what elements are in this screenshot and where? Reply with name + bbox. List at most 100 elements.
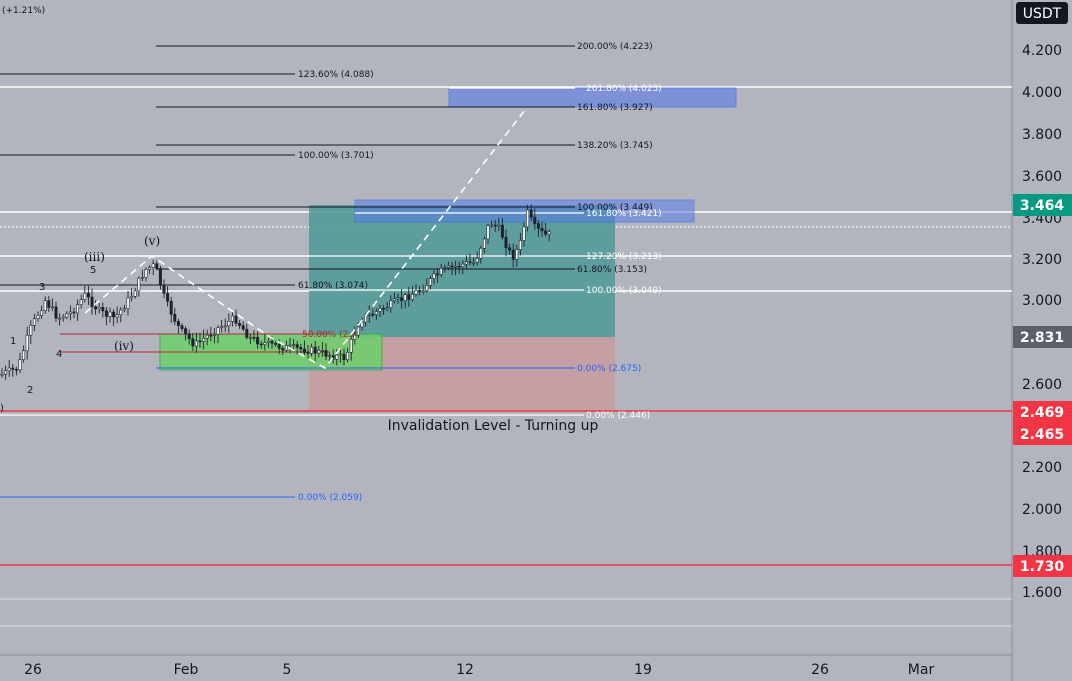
wave-label-v: (v) bbox=[144, 234, 160, 248]
candle bbox=[248, 333, 252, 345]
candle bbox=[511, 243, 515, 268]
fib-level[interactable]: 0.00% (2.059) bbox=[0, 493, 362, 503]
candle bbox=[263, 334, 267, 351]
candle bbox=[205, 329, 209, 346]
fib-label: 61.80% (3.074) bbox=[298, 281, 368, 291]
price-tags: 3.464 2.831 2.469 2.465 1.730 bbox=[1013, 194, 1072, 577]
candle bbox=[284, 340, 288, 353]
fib-level[interactable]: 61.80% (3.153) bbox=[156, 265, 647, 275]
candle bbox=[317, 345, 321, 358]
fib-level[interactable]: 127.20% (3.213) bbox=[309, 252, 662, 262]
candle bbox=[241, 321, 245, 332]
wave-label-iii: (iii) bbox=[84, 250, 105, 264]
candles[interactable] bbox=[0, 204, 551, 380]
candle bbox=[338, 349, 342, 363]
candle bbox=[320, 341, 324, 357]
candle bbox=[536, 219, 540, 238]
candle bbox=[500, 217, 504, 240]
candle bbox=[32, 313, 36, 332]
candle bbox=[198, 332, 202, 348]
candle bbox=[450, 261, 454, 275]
invalidation-annotation: Invalidation Level - Turning up bbox=[388, 418, 599, 434]
candle bbox=[436, 268, 440, 284]
candle bbox=[61, 314, 65, 322]
svg-text:1.730: 1.730 bbox=[1020, 559, 1065, 575]
candle bbox=[266, 337, 270, 348]
candle bbox=[11, 364, 15, 377]
wave-label-3: 3 bbox=[39, 282, 45, 293]
candle bbox=[220, 319, 224, 333]
candle bbox=[4, 365, 8, 380]
candle bbox=[504, 229, 508, 257]
candle bbox=[43, 296, 47, 314]
y-tick-label: 4.000 bbox=[1022, 85, 1062, 101]
candle bbox=[446, 261, 450, 271]
candle bbox=[25, 326, 29, 360]
y-tick-label: 3.000 bbox=[1022, 293, 1062, 309]
candle bbox=[324, 343, 328, 361]
fib-level[interactable]: 123.60% (4.088) bbox=[0, 70, 374, 80]
fib-levels[interactable]: 200.00% (4.223) 123.60% (4.088) 261.80% (4… bbox=[0, 42, 662, 503]
candle bbox=[209, 326, 213, 342]
candle bbox=[479, 245, 483, 264]
candle bbox=[234, 309, 238, 327]
price-tag: 2.469 bbox=[1013, 401, 1072, 423]
fib-level[interactable]: 138.20% (3.745) bbox=[156, 141, 653, 151]
candle bbox=[428, 275, 432, 290]
candle bbox=[169, 296, 173, 323]
x-tick-label: 26 bbox=[24, 662, 42, 678]
candle bbox=[94, 300, 98, 315]
fib-label: 200.00% (4.223) bbox=[577, 42, 653, 52]
svg-text:2.831: 2.831 bbox=[1020, 330, 1064, 346]
candle bbox=[90, 288, 94, 315]
candle bbox=[400, 288, 404, 309]
candle bbox=[349, 334, 353, 361]
candle bbox=[173, 307, 177, 326]
candle bbox=[22, 345, 26, 363]
candle bbox=[126, 290, 130, 316]
wave-paths bbox=[84, 109, 526, 370]
fib-label: 138.20% (3.745) bbox=[577, 141, 653, 151]
candle bbox=[151, 259, 155, 276]
fib-level[interactable]: 161.80% (3.421) bbox=[355, 209, 662, 219]
candle bbox=[371, 308, 375, 317]
candle bbox=[374, 308, 378, 320]
fib-level[interactable]: 100.00% (3.049) bbox=[309, 286, 662, 296]
fib-label: 123.60% (4.088) bbox=[298, 70, 374, 80]
currency-badge[interactable]: USDT bbox=[1016, 2, 1068, 24]
candle bbox=[65, 311, 69, 320]
candle bbox=[68, 305, 72, 321]
candle bbox=[497, 217, 501, 232]
fib-level[interactable]: 261.80% (4.023) bbox=[449, 84, 662, 94]
candle bbox=[180, 323, 184, 332]
fib-level[interactable]: 0.00% (2.446) bbox=[0, 411, 650, 421]
candle bbox=[306, 344, 310, 359]
candle bbox=[108, 307, 112, 323]
candle bbox=[425, 278, 429, 293]
fib-level[interactable]: 200.00% (4.223) bbox=[156, 42, 653, 52]
fib-label: 0.00% (2.059) bbox=[298, 493, 362, 503]
y-tick-label: 3.200 bbox=[1022, 252, 1062, 268]
candle bbox=[184, 326, 188, 341]
candle bbox=[76, 299, 80, 321]
candle bbox=[540, 221, 544, 238]
candle bbox=[223, 318, 227, 332]
candle bbox=[101, 302, 105, 318]
fib-level[interactable]: 61.80% (3.074) bbox=[0, 281, 368, 291]
fib-level[interactable]: 0.00% (2.675) bbox=[156, 364, 641, 374]
candle bbox=[331, 349, 335, 364]
fib-level[interactable]: 100.00% (3.701) bbox=[0, 151, 374, 161]
candle bbox=[410, 285, 414, 302]
candle bbox=[7, 359, 11, 377]
fib-level[interactable]: 161.80% (3.927) bbox=[156, 103, 653, 113]
candle bbox=[389, 295, 393, 313]
candle bbox=[36, 311, 40, 322]
fib-level[interactable]: 50.00% (2.8 bbox=[60, 330, 357, 340]
candle bbox=[396, 293, 400, 304]
candle bbox=[454, 260, 458, 276]
fib-level[interactable]: 100.00% (3.449) bbox=[156, 203, 653, 213]
candle bbox=[421, 284, 425, 295]
candle bbox=[461, 260, 465, 275]
candle bbox=[407, 286, 411, 307]
